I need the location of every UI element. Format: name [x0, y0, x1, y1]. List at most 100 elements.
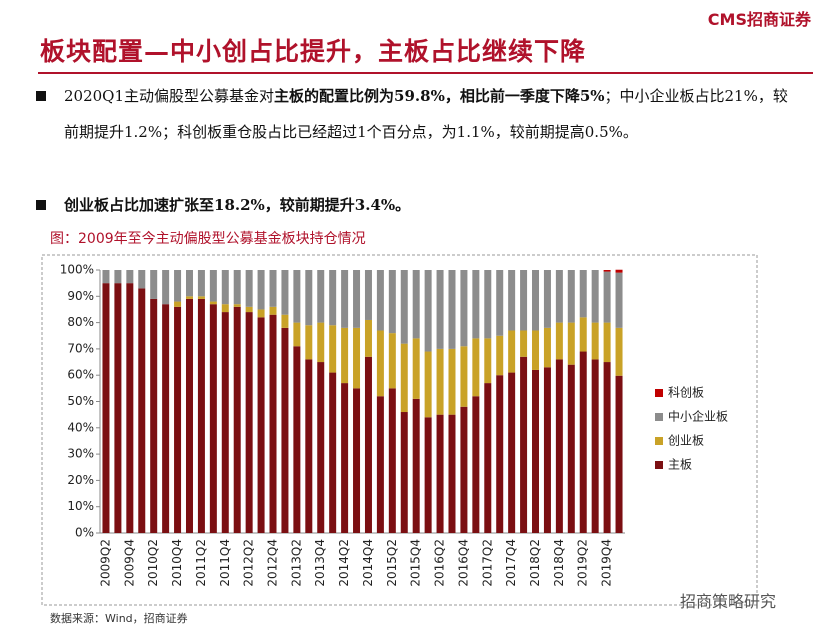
y-tick-label: 0%	[75, 526, 94, 540]
bar	[221, 304, 229, 313]
x-tick-label: 2014Q2	[337, 539, 351, 587]
bar	[543, 270, 551, 328]
bar	[400, 270, 408, 344]
bar	[591, 359, 599, 533]
bar	[150, 298, 158, 533]
bar	[508, 330, 516, 373]
bar	[424, 351, 432, 418]
bar	[233, 306, 241, 533]
bar	[376, 330, 384, 397]
legend-label: 中小企业板	[668, 409, 728, 424]
bar	[388, 270, 396, 334]
x-tick-label: 2018Q4	[552, 539, 566, 587]
bar	[388, 333, 396, 389]
chart-title: 图：2009年至今主动偏股型公募基金板块持仓情况	[50, 231, 366, 247]
bar	[221, 312, 229, 533]
y-tick-label: 80%	[67, 315, 94, 329]
bar	[448, 270, 456, 349]
bar	[436, 348, 444, 415]
y-tick-label: 30%	[67, 447, 94, 461]
bar	[615, 272, 623, 328]
bar	[424, 270, 432, 352]
bar	[591, 322, 599, 360]
bar	[615, 269, 623, 273]
x-tick-label: 2011Q2	[194, 539, 208, 587]
bar	[412, 398, 420, 533]
bar	[532, 330, 540, 370]
bar	[162, 270, 170, 305]
bar	[102, 283, 110, 533]
bar	[484, 338, 492, 384]
bar	[197, 296, 205, 299]
bar	[293, 346, 301, 533]
bar	[293, 322, 301, 347]
bar	[460, 270, 468, 347]
bar	[364, 270, 372, 320]
bar	[341, 327, 349, 384]
bar	[520, 330, 528, 357]
x-tick-label: 2017Q4	[504, 539, 518, 587]
bar	[245, 312, 253, 533]
bar	[400, 412, 408, 533]
bar	[555, 322, 563, 360]
bar	[508, 372, 516, 533]
bar	[472, 396, 480, 533]
bar	[281, 314, 289, 328]
bar	[353, 270, 361, 328]
bar	[520, 270, 528, 331]
bar	[209, 270, 217, 302]
bar	[114, 270, 122, 284]
bar	[185, 298, 193, 533]
bar	[269, 306, 277, 315]
bar	[424, 417, 432, 533]
bar	[150, 270, 158, 299]
x-tick-label: 2012Q2	[242, 539, 256, 587]
legend-label: 科创板	[668, 386, 704, 400]
legend-swatch	[655, 413, 663, 421]
source: 数据来源：Wind，招商证券	[50, 612, 188, 625]
logo: CMS招商证券	[707, 10, 811, 29]
bar	[376, 270, 384, 331]
bar	[603, 322, 611, 363]
bar	[185, 296, 193, 299]
bullet: 创业板占比加速扩张至18.2%，较前期提升3.4%。	[36, 187, 796, 223]
bar	[233, 304, 241, 307]
x-tick-label: 2012Q4	[266, 539, 280, 587]
bar	[281, 327, 289, 533]
bar	[257, 317, 265, 533]
y-tick-label: 20%	[67, 473, 94, 487]
bar	[376, 396, 384, 533]
bar	[353, 388, 361, 533]
legend-label: 主板	[668, 458, 692, 472]
x-tick-label: 2016Q4	[456, 539, 470, 587]
x-tick-label: 2013Q4	[313, 539, 327, 587]
y-tick-label: 50%	[67, 394, 94, 408]
bar	[567, 364, 575, 533]
bar	[233, 270, 241, 305]
bar	[102, 270, 110, 284]
bar	[305, 325, 313, 360]
legend-label: 创业板	[668, 434, 704, 448]
bar	[543, 327, 551, 368]
bar	[257, 270, 265, 310]
bar	[579, 351, 587, 533]
bar	[317, 362, 325, 533]
bar	[126, 283, 134, 533]
bar	[197, 298, 205, 533]
bar	[317, 322, 325, 363]
bar	[484, 270, 492, 339]
bar	[114, 283, 122, 533]
x-tick-label: 2015Q2	[385, 539, 399, 587]
bar	[364, 356, 372, 533]
slide-title: 板块配置—中小创占比提升，主板占比继续下降	[40, 37, 587, 66]
bullet-text: 创业板占比加速扩张至18.2%，较前期提升3.4%。	[64, 196, 411, 214]
y-tick-label: 60%	[67, 368, 94, 382]
bar	[245, 270, 253, 307]
bar	[209, 304, 217, 533]
bar	[496, 335, 504, 376]
bar	[603, 270, 611, 272]
x-tick-label: 2009Q2	[98, 539, 112, 587]
bullet: 2020Q1主动偏股型公募基金对主板的配置比例为59.8%，相比前一季度下降5%…	[36, 78, 796, 150]
bar	[317, 270, 325, 323]
bullet-text: ；中小企业板占比21%，较前期提升1.2%；科创板重仓股占比已经超过1个百分点，…	[64, 87, 788, 141]
